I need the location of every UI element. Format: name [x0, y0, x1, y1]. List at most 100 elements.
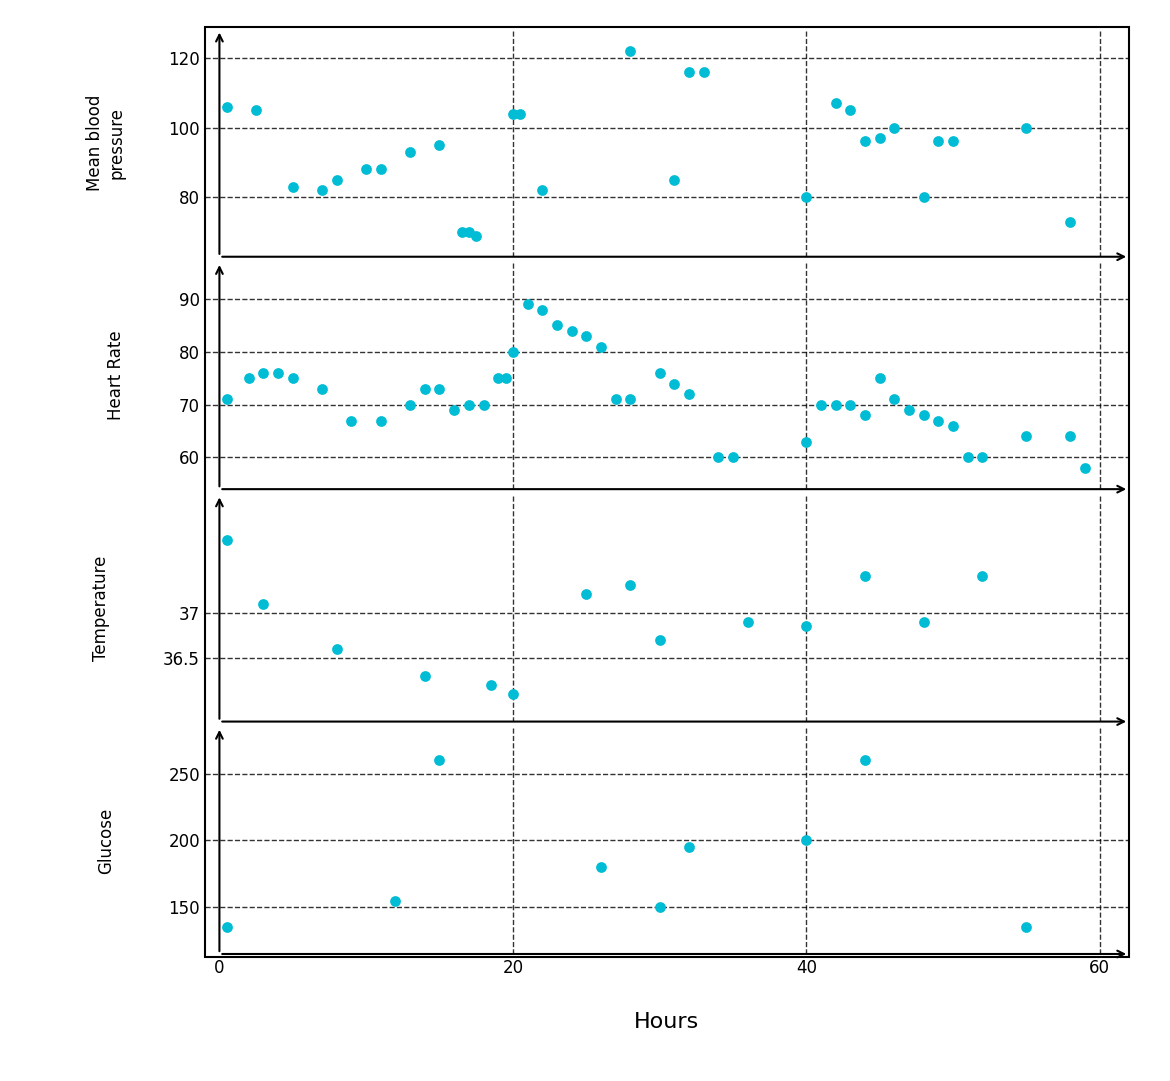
Y-axis label: Mean blood
pressure: Mean blood pressure — [87, 95, 125, 191]
Point — [482, 677, 501, 694]
Point — [532, 301, 551, 318]
Point — [511, 105, 530, 122]
Point — [855, 406, 874, 424]
Point — [855, 568, 874, 585]
Point — [651, 631, 669, 649]
Point — [900, 401, 918, 418]
Point — [944, 133, 963, 150]
Point — [386, 892, 405, 909]
Point — [431, 136, 449, 154]
Point — [312, 381, 331, 398]
Point — [651, 898, 669, 916]
Point — [283, 178, 302, 196]
Y-axis label: Glucose: Glucose — [97, 808, 115, 873]
Point — [415, 381, 434, 398]
Point — [621, 577, 640, 595]
Point — [973, 568, 992, 585]
Point — [467, 227, 486, 244]
Point — [328, 171, 346, 188]
Point — [797, 189, 815, 206]
Point — [621, 390, 640, 408]
Point — [328, 640, 346, 657]
Point — [445, 401, 463, 418]
Point — [914, 613, 932, 630]
Point — [312, 182, 331, 199]
Point — [577, 586, 596, 603]
Point — [1075, 459, 1094, 477]
Point — [885, 390, 903, 408]
Point — [723, 449, 742, 466]
Point — [665, 171, 683, 188]
Point — [371, 412, 390, 429]
Point — [680, 63, 698, 80]
Point — [218, 98, 236, 116]
Point — [826, 94, 845, 111]
Point — [812, 396, 831, 413]
Point — [452, 224, 470, 241]
Point — [342, 412, 360, 429]
Point — [357, 161, 376, 178]
Point — [592, 338, 611, 356]
Point — [1017, 919, 1035, 936]
Y-axis label: Heart Rate: Heart Rate — [108, 331, 125, 421]
Point — [460, 396, 479, 413]
Point — [944, 417, 963, 435]
Point — [503, 105, 522, 122]
Point — [1017, 428, 1035, 445]
Point — [797, 832, 815, 850]
Point — [247, 102, 266, 119]
Y-axis label: Temperature: Temperature — [91, 556, 110, 660]
Point — [503, 344, 522, 361]
Point — [914, 189, 932, 206]
Point — [885, 119, 903, 136]
Point — [797, 617, 815, 635]
Point — [401, 144, 420, 161]
Point — [694, 63, 713, 80]
Point — [218, 531, 236, 548]
Point — [855, 751, 874, 769]
Text: Hours: Hours — [634, 1012, 700, 1031]
Point — [855, 133, 874, 150]
Point — [577, 328, 596, 345]
Point — [218, 390, 236, 408]
Point — [826, 396, 845, 413]
Point — [431, 751, 449, 769]
Point — [841, 102, 860, 119]
Point — [254, 595, 273, 612]
Point — [240, 370, 259, 387]
Point — [532, 182, 551, 199]
Point — [371, 161, 390, 178]
Point — [665, 375, 683, 392]
Point — [870, 130, 889, 147]
Point — [218, 919, 236, 936]
Point — [738, 613, 757, 630]
Point — [973, 449, 992, 466]
Point — [621, 42, 640, 59]
Point — [797, 433, 815, 451]
Point — [254, 364, 273, 382]
Point — [518, 296, 537, 313]
Point — [929, 133, 948, 150]
Point — [474, 396, 493, 413]
Point — [709, 449, 728, 466]
Point — [958, 449, 977, 466]
Point — [841, 396, 860, 413]
Point — [680, 386, 698, 403]
Point — [415, 668, 434, 685]
Point — [1017, 119, 1035, 136]
Point — [680, 839, 698, 856]
Point — [269, 364, 288, 382]
Point — [651, 364, 669, 382]
Point — [401, 396, 420, 413]
Point — [914, 406, 932, 424]
Point — [592, 858, 611, 876]
Point — [562, 322, 580, 339]
Point — [1061, 213, 1080, 230]
Point — [460, 224, 479, 241]
Point — [1061, 428, 1080, 445]
Point — [606, 390, 625, 408]
Point — [431, 381, 449, 398]
Point — [548, 317, 566, 334]
Point — [503, 685, 522, 703]
Point — [870, 370, 889, 387]
